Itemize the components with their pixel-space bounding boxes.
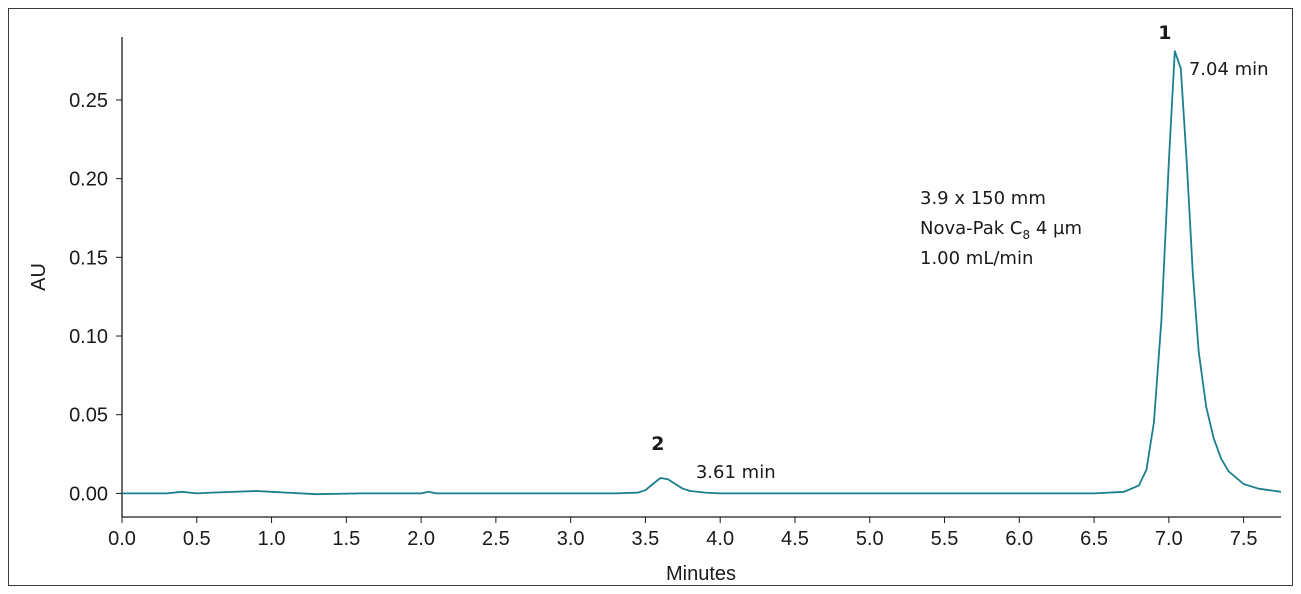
x-axis-title: Minutes xyxy=(666,563,736,585)
x-tick-label: 3.5 xyxy=(632,528,660,550)
peak1-num-label: 1 xyxy=(1158,22,1171,44)
column-name: Nova-Pak C8 4 µm xyxy=(920,218,1082,242)
y-tick-label: 0.10 xyxy=(69,326,108,348)
peak2-time-label: 3.61 min xyxy=(696,462,776,483)
x-tick-label: 7.0 xyxy=(1155,528,1183,550)
x-tick-label: 6.0 xyxy=(1005,528,1033,550)
x-tick-label: 7.5 xyxy=(1230,528,1258,550)
y-axis-title: AU xyxy=(28,263,50,291)
column-info: 3.9 x 150 mm Nova-Pak C8 4 µm 1.00 mL/mi… xyxy=(920,188,1082,269)
peak1-time-label: 7.04 min xyxy=(1189,59,1269,80)
ticks: 0.0 0.5 1.0 1.5 2.0 2.5 3.0 3.5 4.0 4.5 5.0 5.5 6.0 6… xyxy=(69,90,1257,550)
annotation-layer: 2 3.61 min 1 7.04 min xyxy=(651,22,1268,483)
x-tick-label: 4.5 xyxy=(781,528,809,550)
x-tick-label: 0.5 xyxy=(183,528,211,550)
x-tick-label: 3.0 xyxy=(557,528,585,550)
x-tick-label: 5.5 xyxy=(931,528,959,550)
y-tick-label: 0.20 xyxy=(69,169,108,191)
x-tick-label: 2.5 xyxy=(482,528,510,550)
trace-layer xyxy=(122,50,1282,496)
y-tick-label: 0.15 xyxy=(69,247,108,269)
chromatogram-chart: 0.0 0.5 1.0 1.5 2.0 2.5 3.0 3.5 4.0 4.5 5.0 5.5 6.0 6… xyxy=(28,22,1282,585)
y-tick-label: 0.25 xyxy=(69,90,108,112)
column-dimension: 3.9 x 150 mm xyxy=(920,188,1046,209)
x-tick-label: 4.0 xyxy=(706,528,734,550)
axes xyxy=(121,37,1281,518)
x-tick-label: 1.5 xyxy=(332,528,360,550)
x-tick-label: 6.5 xyxy=(1080,528,1108,550)
peak2-num-label: 2 xyxy=(651,433,664,455)
x-tick-label: 2.0 xyxy=(407,528,435,550)
series-line-0 xyxy=(122,50,1282,496)
flow-rate: 1.00 mL/min xyxy=(920,248,1033,269)
x-tick-label: 0.0 xyxy=(108,528,136,550)
y-tick-label: 0.00 xyxy=(69,483,108,505)
x-tick-label: 1.0 xyxy=(258,528,286,550)
x-tick-label: 5.0 xyxy=(856,528,884,550)
y-tick-label: 0.05 xyxy=(69,405,108,427)
chart-frame: 0.0 0.5 1.0 1.5 2.0 2.5 3.0 3.5 4.0 4.5 5.0 5.5 6.0 6… xyxy=(8,8,1293,586)
